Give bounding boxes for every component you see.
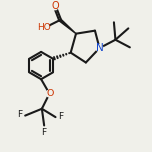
Text: HO: HO xyxy=(37,23,51,32)
Text: N: N xyxy=(96,43,103,53)
Text: O: O xyxy=(52,1,59,11)
Polygon shape xyxy=(59,19,76,34)
Circle shape xyxy=(51,3,58,10)
Text: F: F xyxy=(42,128,47,137)
Text: F: F xyxy=(58,112,63,121)
Text: O: O xyxy=(47,89,54,98)
Circle shape xyxy=(46,90,53,97)
Circle shape xyxy=(96,45,103,51)
Text: F: F xyxy=(17,110,22,119)
Circle shape xyxy=(41,24,49,32)
